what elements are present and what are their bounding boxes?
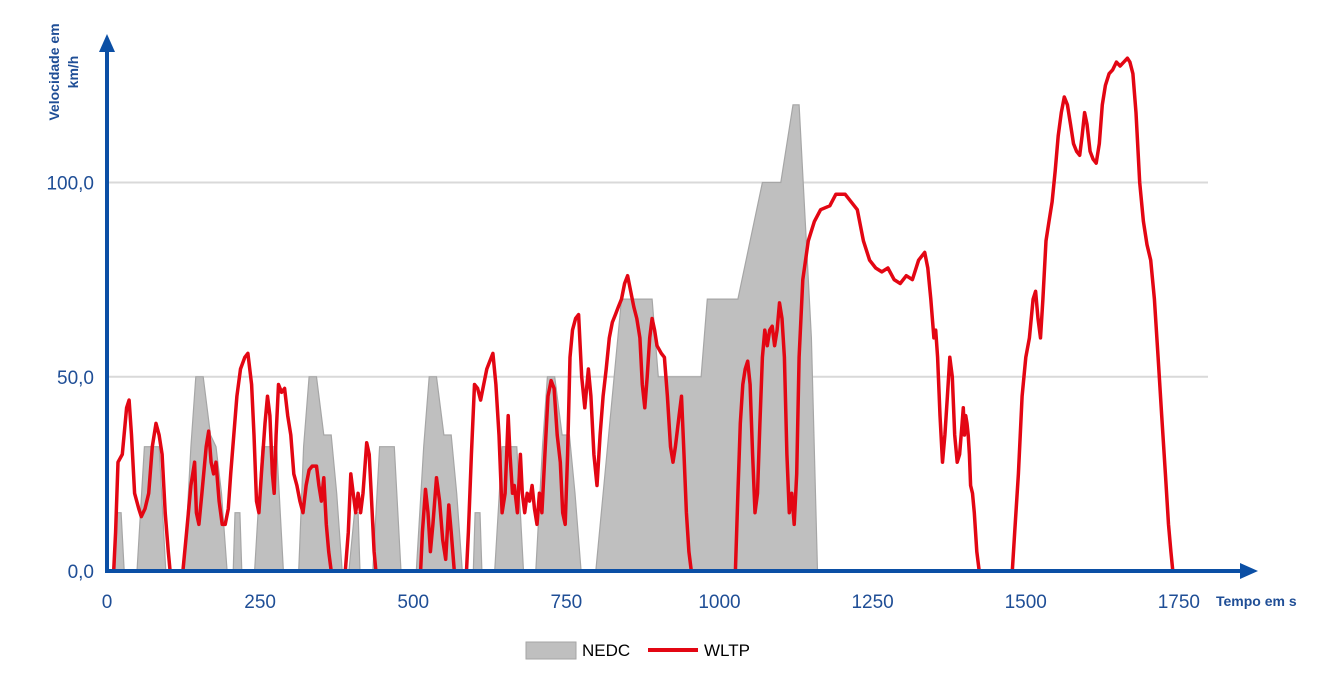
- y-axis-arrowhead: [99, 34, 115, 52]
- y-tick-label: 100,0: [46, 174, 94, 195]
- nedc-area: [107, 104, 830, 572]
- x-tick-label: 0: [102, 592, 113, 613]
- x-tick-label: 750: [551, 592, 583, 613]
- x-tick-label: 1250: [851, 592, 893, 613]
- legend-label-wltp: WLTP: [704, 641, 750, 660]
- y-tick-label: 0,0: [68, 562, 94, 583]
- x-axis-title: Tempo em s: [1216, 593, 1297, 609]
- legend-swatch-nedc: [525, 641, 577, 660]
- y-axis-title-line-1: Velocidade em: [46, 23, 62, 120]
- axes: [99, 34, 1258, 579]
- y-axis-title: Velocidade em km/h: [46, 23, 81, 120]
- x-tick-label: 1750: [1158, 592, 1200, 613]
- x-tick-label: 500: [397, 592, 429, 613]
- wltp-line: [111, 56, 1175, 573]
- x-tick-labels: 0 250 500 750 1000 1250 1500 1750: [102, 592, 1200, 613]
- nedc-series: [107, 104, 830, 572]
- wltp-series: [111, 56, 1175, 573]
- x-tick-label: 1000: [698, 592, 740, 613]
- x-tick-label: 250: [244, 592, 276, 613]
- legend-label-nedc: NEDC: [582, 641, 630, 660]
- y-tick-labels: 0,0 50,0 100,0: [46, 174, 94, 584]
- y-axis-title-line-2: km/h: [65, 56, 81, 89]
- y-tick-label: 50,0: [57, 368, 94, 389]
- x-axis-arrowhead: [1240, 563, 1258, 579]
- x-tick-label: 1500: [1005, 592, 1047, 613]
- legend: NEDC WLTP: [525, 641, 750, 660]
